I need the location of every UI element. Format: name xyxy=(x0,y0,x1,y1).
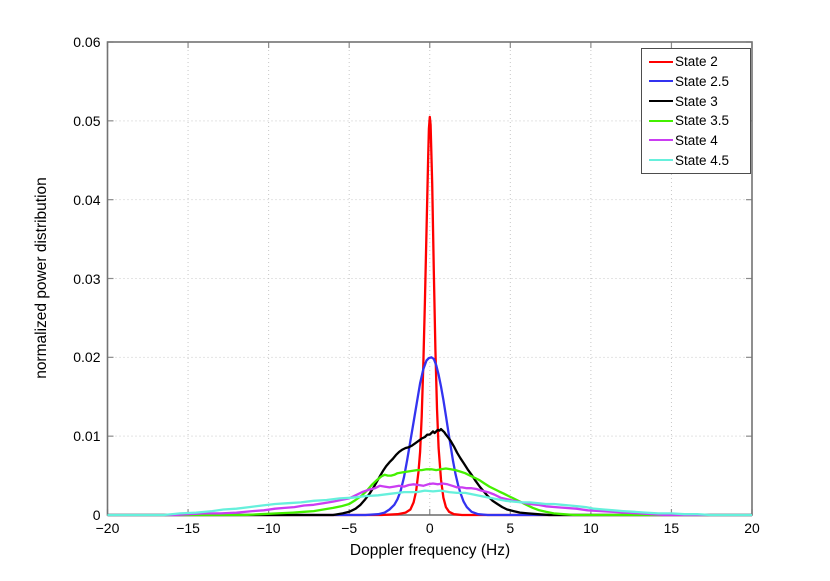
legend-line-sample xyxy=(649,100,673,103)
y-tick-label: 0.06 xyxy=(73,34,101,50)
x-axis-label: Doppler frequency (Hz) xyxy=(349,542,511,559)
series-line-state-4-5 xyxy=(107,489,752,517)
legend-line-sample xyxy=(649,60,673,63)
series-line-state-4 xyxy=(107,482,752,517)
legend-line-sample xyxy=(649,139,673,142)
legend-item-label: State 2.5 xyxy=(675,73,730,89)
axes-box xyxy=(106,41,753,516)
y-tick-label: 0.05 xyxy=(73,112,101,129)
x-tick-label: 20 xyxy=(744,520,760,536)
series-line-state-3-5 xyxy=(107,467,752,517)
legend-item-label: State 3 xyxy=(675,93,718,109)
legend-item: State 2.5 xyxy=(649,74,746,89)
series-line-state-2-5 xyxy=(107,356,752,517)
x-tick-label: 10 xyxy=(583,520,599,536)
x-tick-label: 5 xyxy=(506,520,515,536)
y-tick-label: 0.01 xyxy=(73,428,101,445)
y-tick-label: 0 xyxy=(92,507,101,523)
legend-line-sample xyxy=(649,119,673,122)
y-tick-label: 0.04 xyxy=(73,191,101,208)
legend: State 2 State 2.5 State 3 State 3.5 State 4 S… xyxy=(641,48,751,174)
legend-line-sample xyxy=(649,159,673,162)
legend-item: State 3.5 xyxy=(649,113,746,128)
x-tick-label: −5 xyxy=(341,520,358,536)
legend-item: State 4.5 xyxy=(649,153,746,168)
x-tick-label: 0 xyxy=(425,520,434,536)
legend-line-sample xyxy=(649,80,673,83)
legend-item-label: State 4 xyxy=(675,132,718,148)
x-tick-label: −20 xyxy=(95,520,120,536)
legend-item-label: State 4.5 xyxy=(675,152,730,168)
legend-item-label: State 3.5 xyxy=(675,113,730,129)
legend-item: State 4 xyxy=(649,133,746,148)
x-tick-label: 15 xyxy=(663,520,680,536)
x-tick-label: −15 xyxy=(176,520,200,536)
y-tick-label: 0.02 xyxy=(73,349,101,366)
series-line-state-2 xyxy=(107,115,752,517)
legend-item: State 2 xyxy=(649,54,746,69)
y-tick-label: 0.03 xyxy=(73,270,101,287)
legend-item-label: State 2 xyxy=(675,54,718,70)
legend-item: State 3 xyxy=(649,94,746,109)
x-tick-label: −10 xyxy=(256,520,281,536)
